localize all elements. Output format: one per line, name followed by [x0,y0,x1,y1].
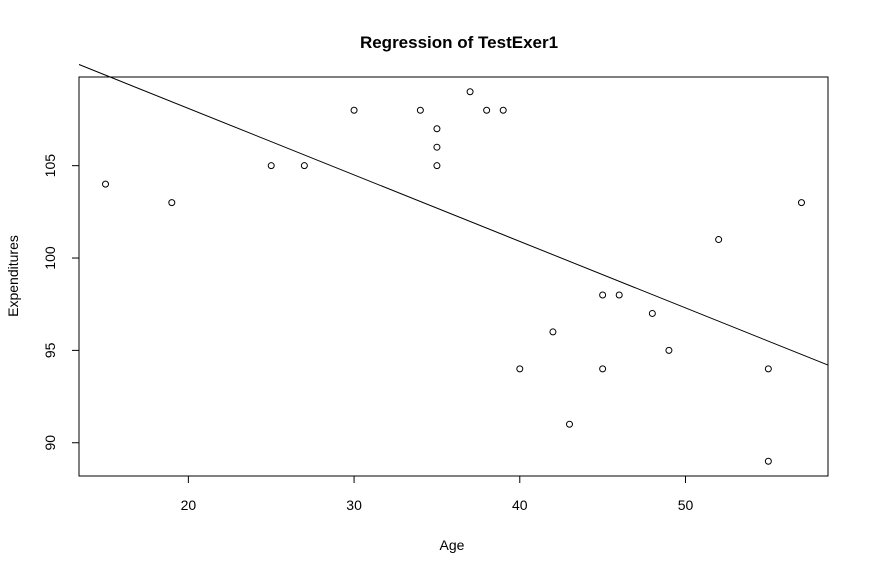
data-point [466,88,474,96]
y-tick-label: 95 [42,342,58,358]
data-point [168,199,176,207]
x-axis-label: Age [440,537,465,553]
y-axis: 90 95 100 105 [42,154,79,451]
x-tick-label: 50 [678,497,694,513]
data-point [499,106,507,114]
data-point [599,365,607,373]
regression-line-group [78,64,829,366]
data-point [715,236,723,244]
y-tick-label: 100 [42,246,58,270]
data-point [665,346,673,354]
y-tick-label: 90 [42,435,58,451]
x-axis: 20 30 40 50 [181,476,694,513]
data-point [433,162,441,170]
y-axis-label: Expenditures [5,235,21,317]
data-point [267,162,275,170]
data-point [300,162,308,170]
x-tick-label: 40 [512,497,528,513]
data-point [483,106,491,114]
x-tick-label: 20 [181,497,197,513]
data-point [599,291,607,299]
data-point [648,309,656,317]
data-point [516,365,524,373]
plot-frame [78,76,829,477]
data-point [350,106,358,114]
data-point [764,457,772,465]
data-point [416,106,424,114]
x-tick-label: 30 [346,497,362,513]
data-point [433,125,441,133]
data-points [102,88,805,465]
data-point [102,180,110,188]
data-point [433,143,441,151]
data-point [615,291,623,299]
y-tick-label: 105 [42,154,58,178]
data-point [549,328,557,336]
data-point [797,199,805,207]
regression-line [78,64,829,366]
data-point [764,365,772,373]
data-point [565,420,573,428]
chart-title: Regression of TestExer1 [360,33,558,52]
